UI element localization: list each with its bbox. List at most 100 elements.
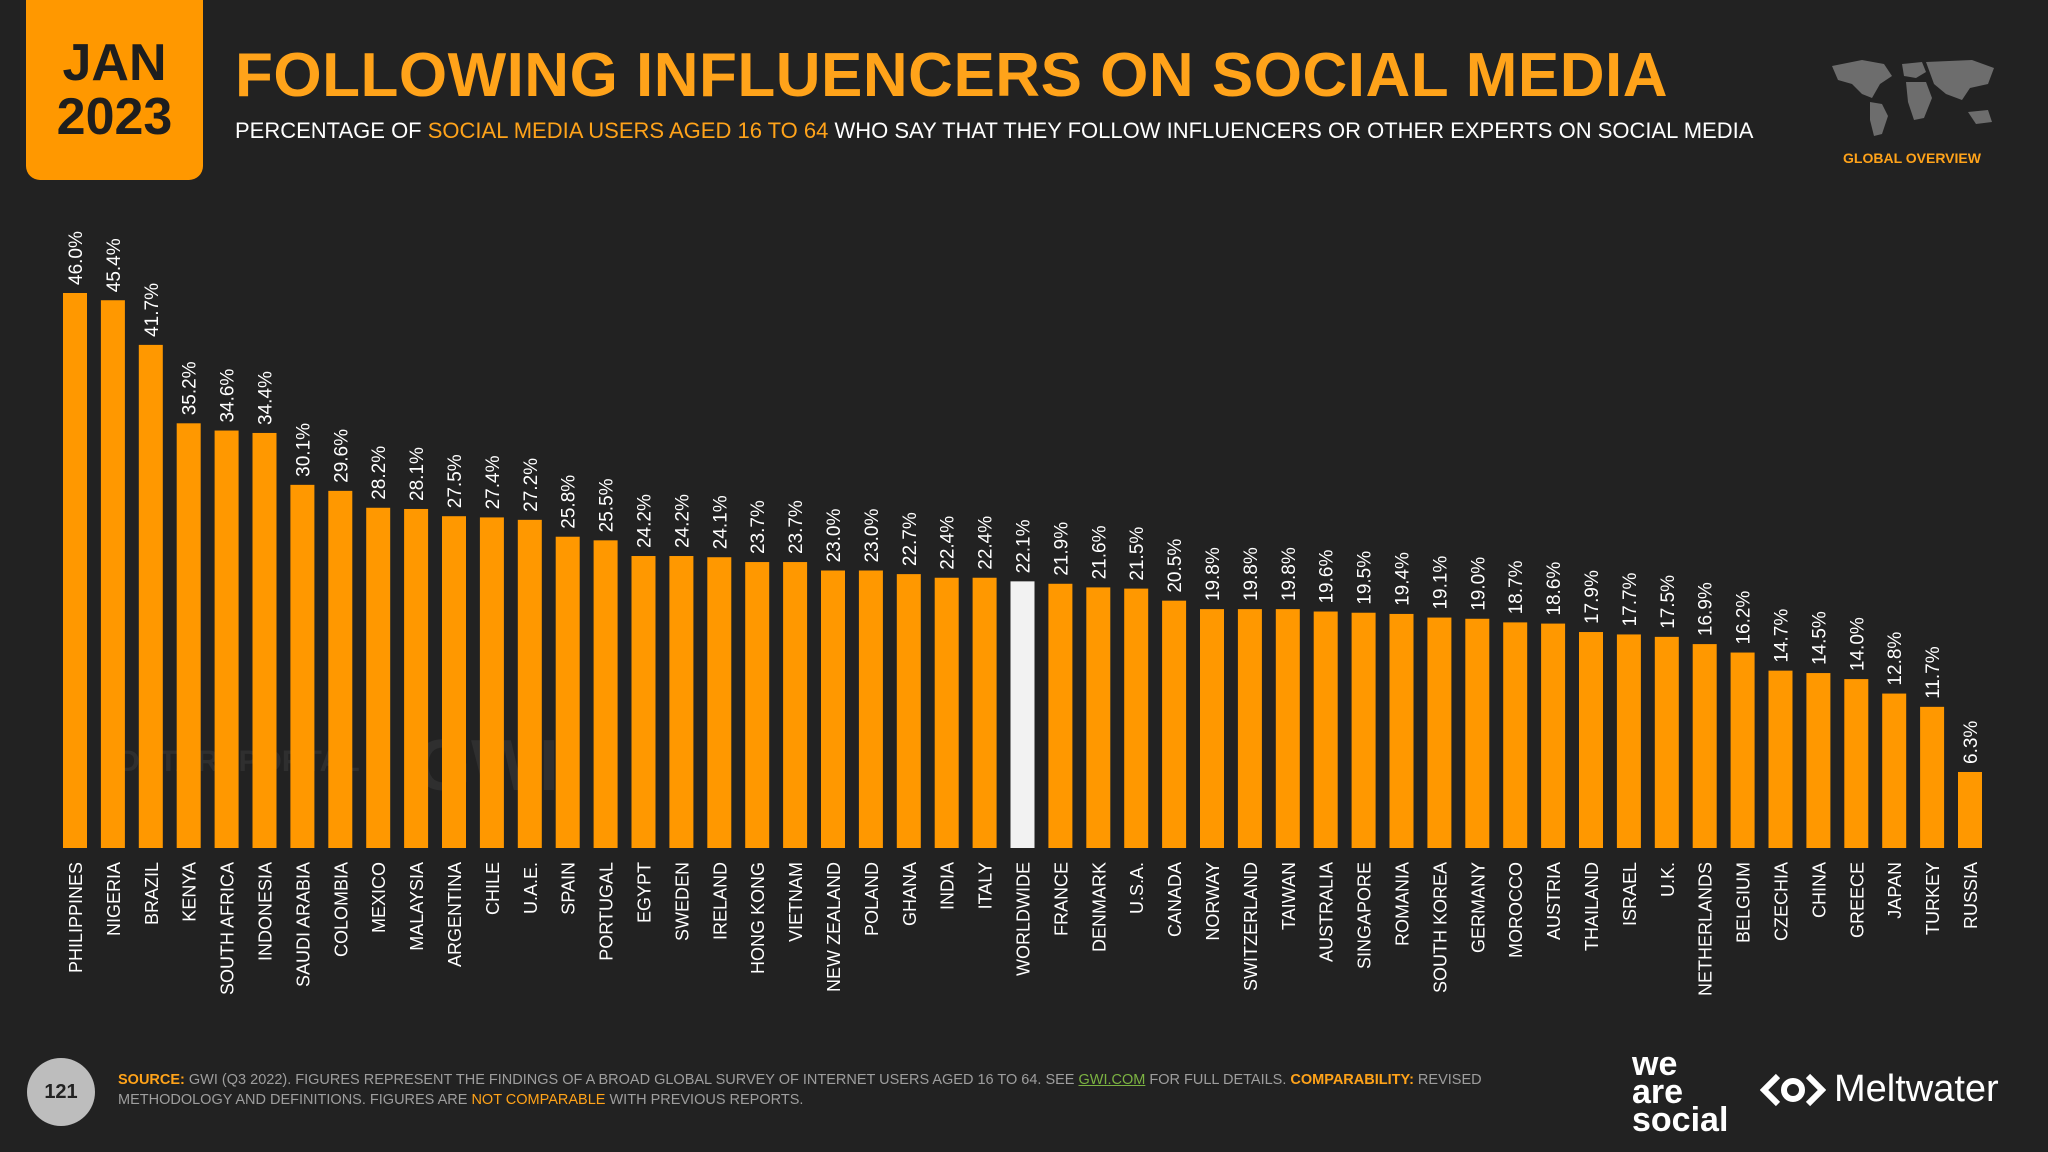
category-label: AUSTRALIA <box>1317 862 1337 962</box>
date-year: 2023 <box>56 88 173 146</box>
data-label: 18.6% <box>1544 562 1565 616</box>
data-label: 35.2% <box>180 361 201 415</box>
bar-ghana <box>896 574 921 848</box>
data-label: 16.2% <box>1734 591 1755 645</box>
category-label: CANADA <box>1165 862 1185 937</box>
data-label: 17.9% <box>1582 570 1603 624</box>
data-label: 14.0% <box>1847 617 1868 671</box>
bar-czechia <box>1768 670 1793 848</box>
data-label: 19.8% <box>1241 547 1262 601</box>
bar-u-s-a <box>1124 588 1149 848</box>
data-label: 27.5% <box>445 454 466 508</box>
not-comparable-text: NOT COMPARABLE <box>471 1092 606 1108</box>
data-label: 28.1% <box>407 447 428 501</box>
bar-australia <box>1313 611 1338 848</box>
data-label: 46.0% <box>66 231 87 285</box>
data-label: 22.1% <box>1014 519 1035 573</box>
category-label: THAILAND <box>1582 862 1602 951</box>
bar-india <box>934 577 959 848</box>
data-label: 19.1% <box>1430 556 1451 610</box>
data-label: 29.6% <box>331 429 352 483</box>
bar-kenya <box>176 423 201 848</box>
category-label: VIETNAM <box>786 862 806 942</box>
bar-south-korea <box>1427 617 1452 848</box>
category-label: KENYA <box>180 862 200 922</box>
data-label: 21.5% <box>1127 527 1148 581</box>
data-label: 22.4% <box>976 516 997 570</box>
category-label: DENMARK <box>1089 862 1109 952</box>
category-label: U.K. <box>1658 862 1678 897</box>
comparability-text2: WITH PREVIOUS REPORTS. <box>605 1092 804 1108</box>
data-label: 16.9% <box>1696 582 1717 636</box>
data-label: 12.8% <box>1885 632 1906 686</box>
data-label: 23.0% <box>862 509 883 563</box>
data-label: 19.8% <box>1203 547 1224 601</box>
page-number: 121 <box>27 1058 95 1126</box>
category-label: INDIA <box>938 862 958 910</box>
data-label: 22.7% <box>900 512 921 566</box>
category-label: CZECHIA <box>1772 862 1792 941</box>
bar-norway <box>1200 609 1224 848</box>
was-line-2: are <box>1632 1073 1684 1111</box>
data-label: 21.6% <box>1089 525 1110 579</box>
bar-turkey <box>1920 706 1945 848</box>
bar-poland <box>858 570 883 848</box>
bar-vietnam <box>783 562 808 848</box>
bar-u-a-e <box>517 519 542 848</box>
bar-denmark <box>1086 587 1111 848</box>
data-label: 28.2% <box>369 446 390 500</box>
bar-indonesia <box>252 432 277 848</box>
category-label: ARGENTINA <box>445 862 465 967</box>
category-label: U.A.E. <box>521 862 541 914</box>
bar-chile <box>479 517 504 848</box>
source-text: GWI (Q3 2022). FIGURES REPRESENT THE FIN… <box>184 1072 1079 1088</box>
data-label: 34.6% <box>218 369 239 423</box>
data-label: 11.7% <box>1923 646 1944 699</box>
category-label: MOROCCO <box>1506 862 1526 958</box>
data-label: 17.5% <box>1658 575 1679 629</box>
source-text2: FOR FULL DETAILS. <box>1145 1072 1291 1088</box>
bar-romania <box>1389 613 1414 848</box>
source-link[interactable]: GWI.COM <box>1078 1072 1146 1088</box>
data-label: 34.4% <box>256 371 277 425</box>
date-month: JAN <box>62 34 167 92</box>
date-badge: JAN 2023 <box>26 0 203 180</box>
data-label: 17.7% <box>1620 572 1641 626</box>
bar-morocco <box>1503 622 1528 848</box>
global-overview-label: GLOBAL OVERVIEW <box>1843 150 1981 166</box>
bar-israel <box>1616 634 1641 848</box>
data-label: 21.9% <box>1051 522 1072 576</box>
category-label: POLAND <box>862 862 882 936</box>
data-label: 6.3% <box>1961 721 1982 764</box>
bar-hong-kong <box>745 562 770 848</box>
subtitle-highlight: SOCIAL MEDIA USERS AGED 16 TO 64 <box>427 118 829 143</box>
bar-singapore <box>1351 612 1376 848</box>
bar-russia <box>1958 771 1982 848</box>
category-label: COLOMBIA <box>331 862 351 957</box>
bar-brazil <box>138 344 163 848</box>
category-label: NIGERIA <box>104 862 124 936</box>
bar-ireland <box>707 557 732 848</box>
meltwater-text: Meltwater <box>1834 1068 1999 1110</box>
source-label: SOURCE: <box>118 1072 185 1088</box>
bar-sweden <box>669 556 694 848</box>
data-label: 19.5% <box>1355 551 1376 605</box>
bar-spain <box>555 536 580 848</box>
category-label: CHILE <box>483 862 503 915</box>
data-label: 45.4% <box>104 238 125 292</box>
bar-u-k <box>1654 636 1679 848</box>
data-label: 30.1% <box>293 423 314 477</box>
data-label: 27.2% <box>521 458 542 512</box>
category-label: TURKEY <box>1923 862 1943 935</box>
category-label: MEXICO <box>369 862 389 933</box>
category-label: U.S.A. <box>1127 862 1147 914</box>
subtitle-pre: PERCENTAGE OF <box>235 118 428 143</box>
category-label: SAUDI ARABIA <box>293 862 313 987</box>
category-label: SPAIN <box>559 862 579 915</box>
bar-netherlands <box>1692 644 1717 848</box>
bar-worldwide <box>1010 581 1035 848</box>
category-label: ROMANIA <box>1393 862 1413 946</box>
comparability-label: COMPARABILITY: <box>1290 1072 1414 1088</box>
data-label: 25.5% <box>597 478 618 532</box>
bar-china <box>1806 673 1831 848</box>
